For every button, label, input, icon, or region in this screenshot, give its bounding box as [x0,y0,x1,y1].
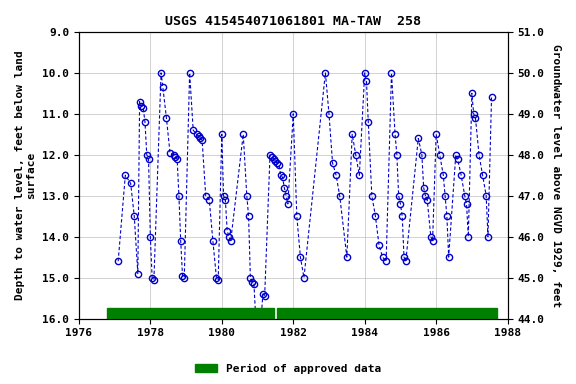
Y-axis label: Depth to water level, feet below land
surface: Depth to water level, feet below land su… [15,50,37,300]
Bar [277,308,497,319]
Legend: Period of approved data: Period of approved data [191,359,385,379]
Bar [108,308,274,319]
Title: USGS 415454071061801 MA-TAW  258: USGS 415454071061801 MA-TAW 258 [165,15,421,28]
Y-axis label: Groundwater level above NGVD 1929, feet: Groundwater level above NGVD 1929, feet [551,44,561,307]
